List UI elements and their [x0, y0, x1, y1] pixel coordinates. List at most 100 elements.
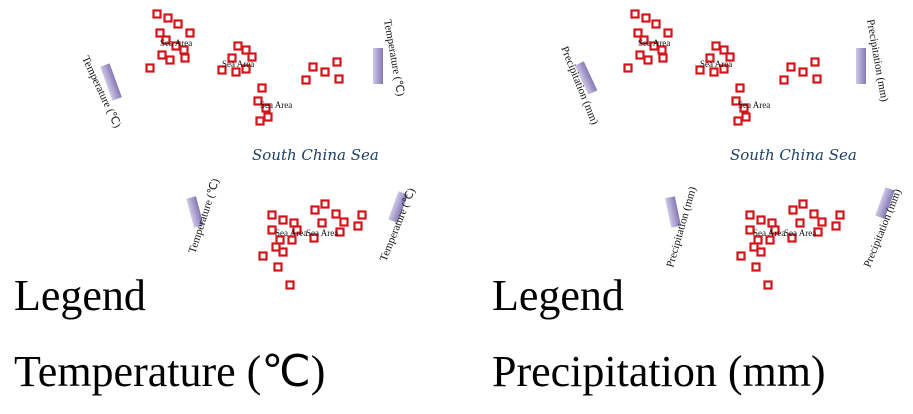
station-marker-icon	[331, 209, 341, 219]
station-marker-icon	[241, 64, 251, 74]
station-marker-icon	[308, 62, 318, 72]
station-marker-icon	[267, 210, 277, 220]
sea-area-label: Sea Area	[700, 59, 732, 69]
station-marker-icon	[817, 217, 827, 227]
gauge-bar-icon	[100, 63, 122, 101]
gauge-bar-icon	[388, 191, 408, 223]
station-marker-icon	[247, 52, 257, 62]
station-marker-icon	[317, 218, 327, 228]
sea-area-label: Sea Area	[260, 100, 292, 110]
precipitation-panel: Sea Area Sea Area Sea Area Sea Area Sea …	[558, 9, 904, 290]
station-marker-icon	[810, 57, 820, 67]
sea-area-label: Sea Area	[306, 228, 338, 238]
station-marker-icon	[173, 19, 183, 29]
station-marker-icon	[227, 53, 237, 63]
station-marker-icon	[651, 19, 661, 29]
station-marker-icon	[639, 35, 649, 45]
station-marker-icon	[257, 83, 267, 93]
station-marker-icon	[231, 67, 241, 77]
marker-group	[145, 9, 367, 290]
station-marker-icon	[258, 251, 268, 261]
station-marker-icon	[320, 67, 330, 77]
station-marker-icon	[320, 199, 330, 209]
station-marker-icon	[334, 74, 344, 84]
station-marker-icon	[733, 116, 743, 126]
sea-area-label: Sea Area	[222, 59, 254, 69]
station-marker-icon	[273, 262, 283, 272]
station-marker-icon	[736, 251, 746, 261]
station-marker-icon	[731, 96, 741, 106]
station-marker-icon	[735, 83, 745, 93]
station-marker-icon	[163, 13, 173, 23]
gauge-bar-icon	[574, 61, 598, 95]
station-marker-icon	[155, 28, 165, 38]
gauge-bar-icon	[664, 196, 682, 228]
legend-heading: Legend	[492, 271, 624, 320]
station-marker-icon	[165, 55, 175, 65]
station-marker-icon	[786, 62, 796, 72]
station-marker-icon	[658, 53, 668, 63]
station-marker-icon	[765, 235, 775, 245]
gauge-axis-label: Temperature (℃)	[381, 18, 406, 97]
station-marker-icon	[285, 280, 295, 290]
station-marker-icon	[332, 57, 342, 67]
station-marker-icon	[695, 65, 705, 75]
station-marker-icon	[739, 103, 749, 113]
station-marker-icon	[643, 55, 653, 65]
gauge-bar-icon	[875, 187, 895, 219]
station-marker-icon	[255, 116, 265, 126]
station-marker-icon	[630, 9, 640, 19]
gauge-bar-icon	[373, 48, 383, 84]
station-marker-icon	[787, 233, 797, 243]
station-marker-icon	[271, 242, 281, 252]
gauge-axis-label: Precipitation (mm)	[864, 18, 890, 103]
station-marker-icon	[339, 217, 349, 227]
gauge-bar-icon	[856, 48, 866, 84]
sea-area-label: Sea Area	[784, 228, 816, 238]
station-marker-icon	[770, 225, 780, 235]
station-marker-icon	[779, 75, 789, 85]
sea-area-label: Sea Area	[738, 100, 770, 110]
station-marker-icon	[157, 50, 167, 60]
station-marker-icon	[335, 227, 345, 237]
station-marker-icon	[633, 28, 643, 38]
station-marker-icon	[788, 205, 798, 215]
station-marker-icon	[357, 210, 367, 220]
station-marker-icon	[711, 41, 721, 51]
station-marker-icon	[267, 225, 277, 235]
station-marker-icon	[261, 103, 271, 113]
sea-area-label: Sea Area	[275, 228, 307, 238]
station-marker-icon	[301, 75, 311, 85]
station-marker-icon	[745, 210, 755, 220]
marker-group	[623, 9, 845, 290]
station-marker-icon	[763, 280, 773, 290]
sea-area-label: Sea Area	[753, 228, 785, 238]
station-marker-icon	[217, 65, 227, 75]
station-marker-icon	[798, 199, 808, 209]
legend-heading: Legend	[14, 271, 146, 320]
station-marker-icon	[809, 209, 819, 219]
station-marker-icon	[185, 28, 195, 38]
sea-name-label: South China Sea	[730, 146, 857, 164]
station-marker-icon	[278, 247, 288, 257]
sea-name-label: South China Sea	[252, 146, 379, 164]
station-marker-icon	[749, 242, 759, 252]
station-marker-icon	[705, 53, 715, 63]
station-marker-icon	[663, 28, 673, 38]
station-marker-icon	[835, 210, 845, 220]
temperature-panel: Sea Area Sea Area Sea Area Sea Area Sea …	[79, 9, 418, 290]
station-marker-icon	[719, 45, 729, 55]
station-marker-icon	[813, 227, 823, 237]
station-marker-icon	[145, 63, 155, 73]
station-marker-icon	[161, 35, 171, 45]
station-marker-icon	[812, 74, 822, 84]
station-marker-icon	[180, 53, 190, 63]
station-marker-icon	[263, 112, 273, 122]
station-marker-icon	[719, 64, 729, 74]
station-marker-icon	[309, 233, 319, 243]
station-marker-icon	[623, 63, 633, 73]
station-marker-icon	[292, 225, 302, 235]
station-marker-icon	[241, 45, 251, 55]
station-marker-icon	[756, 247, 766, 257]
